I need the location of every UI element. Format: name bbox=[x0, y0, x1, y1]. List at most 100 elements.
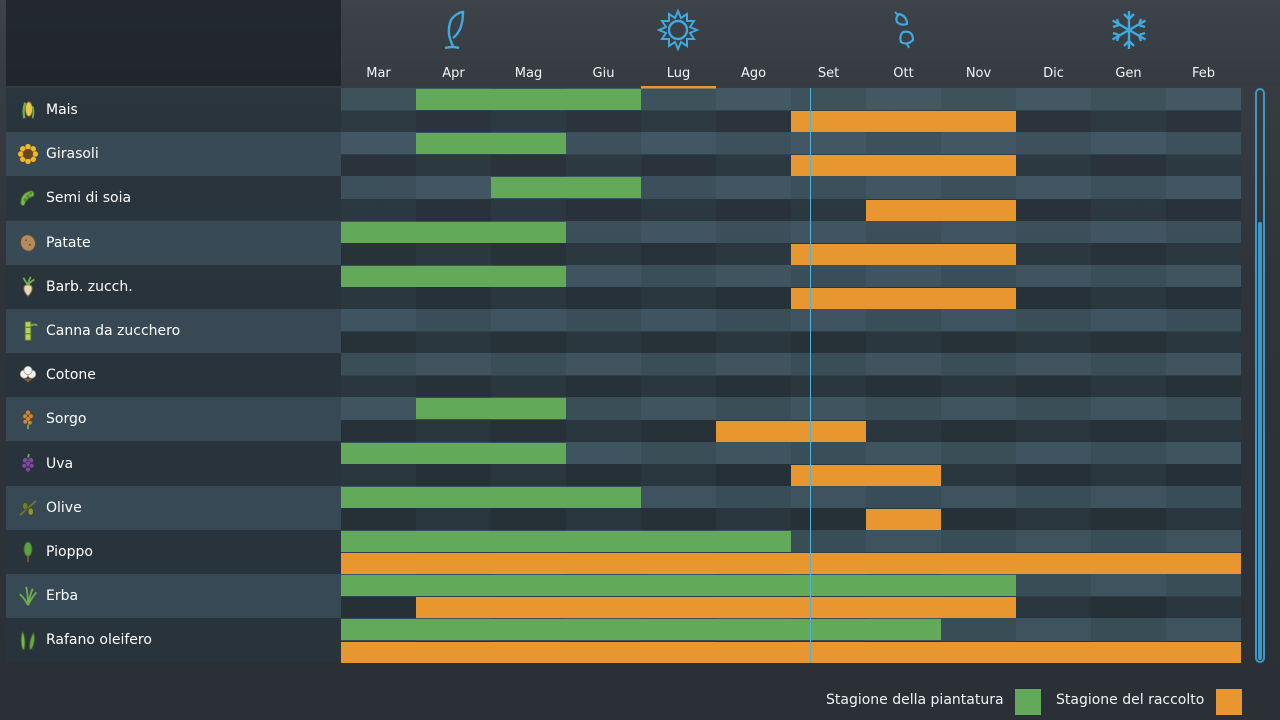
crop-row-potato[interactable]: Patate bbox=[6, 220, 341, 265]
calendar-cell bbox=[641, 88, 716, 111]
planting-season-bar bbox=[491, 177, 641, 199]
calendar-cell bbox=[491, 286, 566, 310]
calendar-cell bbox=[1166, 286, 1241, 310]
calendar-cell bbox=[641, 198, 716, 222]
calendar-cell bbox=[1016, 353, 1091, 376]
calendar-cell bbox=[941, 132, 1016, 155]
crop-row-sorghum[interactable]: Sorgo bbox=[6, 397, 341, 442]
crop-name: Pioppo bbox=[46, 544, 93, 560]
calendar-cell bbox=[566, 331, 641, 354]
crop-row-poplar[interactable]: Pioppo bbox=[6, 530, 341, 574]
calendar-cell bbox=[866, 132, 941, 155]
calendar-cell bbox=[1091, 176, 1166, 199]
calendar-cell bbox=[566, 353, 641, 376]
calendar-cell bbox=[341, 286, 416, 310]
crop-row-soybean[interactable]: Semi di soia bbox=[6, 176, 341, 221]
calendar-cell bbox=[341, 375, 416, 398]
calendar-cell bbox=[791, 176, 866, 199]
crop-name: Patate bbox=[46, 234, 91, 251]
calendar-cell bbox=[566, 264, 641, 288]
calendar-cell bbox=[866, 530, 941, 553]
summer-sun-icon bbox=[656, 8, 700, 52]
calendar-cell bbox=[1091, 485, 1166, 509]
calendar-cell bbox=[566, 110, 641, 133]
planting-season-bar bbox=[341, 265, 566, 287]
calendar-cell bbox=[716, 176, 791, 199]
calendar-cell bbox=[791, 88, 866, 111]
calendar-cell bbox=[491, 419, 566, 443]
calendar-cell bbox=[341, 331, 416, 354]
calendar-cell bbox=[641, 242, 716, 266]
legend-harvest-swatch bbox=[1216, 689, 1242, 715]
calendar-cell bbox=[1166, 220, 1241, 244]
calendar-cell bbox=[566, 198, 641, 222]
calendar-cell bbox=[341, 353, 416, 376]
crop-row-grapes[interactable]: Uva bbox=[6, 441, 341, 486]
calendar-cell bbox=[491, 198, 566, 222]
calendar-cell bbox=[416, 507, 491, 531]
crop-name: Barb. zucch. bbox=[46, 278, 133, 295]
calendar-cell bbox=[1016, 574, 1091, 597]
calendar-cell bbox=[1016, 375, 1091, 398]
winter-snowflake-icon bbox=[1107, 8, 1151, 52]
olive-icon bbox=[16, 496, 40, 520]
calendar-cell bbox=[791, 530, 866, 553]
calendar-cell bbox=[941, 176, 1016, 199]
scrollbar-track[interactable] bbox=[1255, 88, 1265, 663]
calendar-cell bbox=[1091, 88, 1166, 111]
calendar-cell bbox=[716, 507, 791, 531]
calendar-cell bbox=[416, 242, 491, 266]
crop-row-sugarcane[interactable]: Canna da zucchero bbox=[6, 309, 341, 353]
planting-season-bar bbox=[341, 575, 1016, 597]
crop-row-sugarbeet[interactable]: Barb. zucch. bbox=[6, 264, 341, 309]
calendar-cell bbox=[1091, 441, 1166, 465]
calendar-cell bbox=[641, 397, 716, 420]
calendar-cell bbox=[1016, 220, 1091, 244]
calendar-cell bbox=[716, 220, 791, 244]
crop-row-oilseed-radish[interactable]: Rafano oleifero bbox=[6, 618, 341, 663]
crop-row-olive[interactable]: Olive bbox=[6, 485, 341, 530]
calendar-cell bbox=[1166, 154, 1241, 177]
calendar-cell bbox=[791, 220, 866, 244]
harvest-season-bar bbox=[716, 420, 866, 442]
crop-name: Rafano oleifero bbox=[46, 632, 152, 649]
calendar-cell bbox=[1016, 397, 1091, 420]
calendar-cell bbox=[1091, 596, 1166, 619]
crop-name: Mais bbox=[46, 102, 78, 118]
crop-name: Girasoli bbox=[46, 146, 99, 163]
calendar-cell bbox=[566, 507, 641, 531]
calendar-cell bbox=[1166, 397, 1241, 420]
harvest-season-bar bbox=[416, 597, 1016, 619]
calendar-cell bbox=[941, 397, 1016, 420]
calendar-cell bbox=[1166, 353, 1241, 376]
calendar-cell bbox=[491, 353, 566, 376]
calendar-cell bbox=[341, 88, 416, 111]
scrollbar-thumb[interactable] bbox=[1258, 222, 1262, 660]
crop-row-corn[interactable]: Mais bbox=[6, 88, 341, 132]
oilseed-radish-icon bbox=[16, 628, 40, 652]
calendar-cell bbox=[1166, 88, 1241, 111]
month-label-lug: Lug bbox=[666, 66, 691, 81]
calendar-cell bbox=[941, 375, 1016, 398]
calendar-cell bbox=[491, 463, 566, 487]
calendar-cell bbox=[716, 110, 791, 133]
calendar-cell bbox=[941, 441, 1016, 465]
crop-name: Cotone bbox=[46, 367, 96, 384]
calendar-cell bbox=[941, 88, 1016, 111]
calendar-cell bbox=[341, 463, 416, 487]
sugarcane-icon bbox=[16, 319, 40, 343]
month-label-gen: Gen bbox=[1115, 66, 1142, 81]
calendar-cell bbox=[641, 286, 716, 310]
calendar-cell bbox=[716, 353, 791, 376]
crop-row-grass[interactable]: Erba bbox=[6, 574, 341, 619]
calendar-cell bbox=[1016, 242, 1091, 266]
calendar-cell bbox=[641, 331, 716, 354]
planting-season-bar bbox=[341, 531, 791, 553]
calendar-cell bbox=[1016, 309, 1091, 332]
calendar-cell bbox=[1016, 441, 1091, 465]
calendar-cell bbox=[341, 176, 416, 199]
calendar-cell bbox=[641, 220, 716, 244]
crop-row-sunflower[interactable]: Girasoli bbox=[6, 132, 341, 177]
calendar-cell bbox=[641, 419, 716, 443]
crop-row-cotton[interactable]: Cotone bbox=[6, 353, 341, 398]
